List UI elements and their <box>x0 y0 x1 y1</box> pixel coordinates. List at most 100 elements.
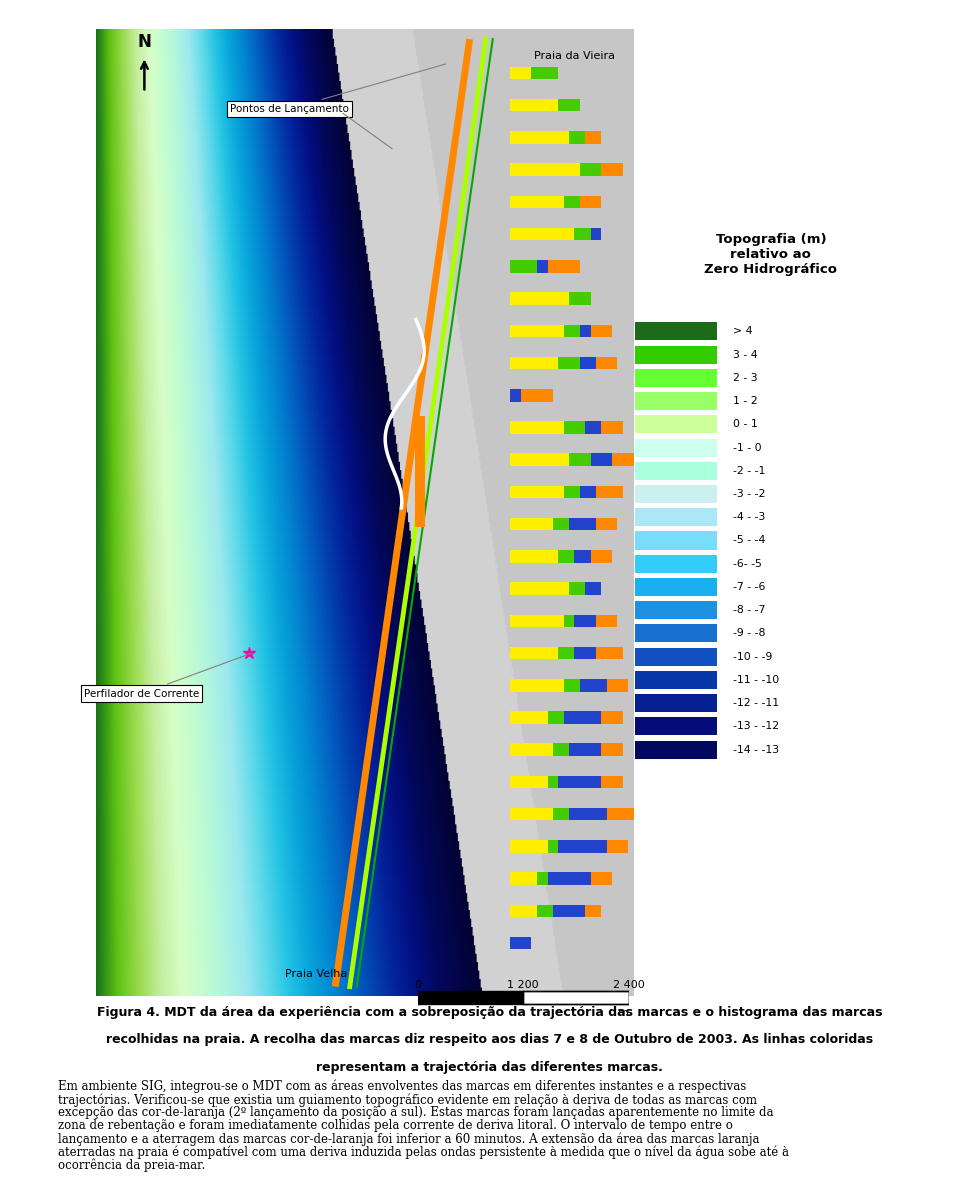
Bar <box>510 454 569 466</box>
Bar <box>590 324 612 337</box>
Bar <box>510 744 553 756</box>
Bar <box>601 421 623 434</box>
Bar <box>580 164 601 176</box>
Bar <box>580 357 596 369</box>
Bar <box>547 711 564 724</box>
Bar <box>635 625 717 643</box>
Bar <box>510 518 553 531</box>
Bar <box>574 614 596 627</box>
Bar <box>547 841 559 852</box>
Bar <box>601 711 623 724</box>
Bar <box>586 904 601 917</box>
Bar <box>635 578 717 597</box>
Bar <box>510 776 547 789</box>
Text: Praia da Vieira: Praia da Vieira <box>534 51 615 61</box>
Text: Pontos de Lançamento: Pontos de Lançamento <box>230 64 445 113</box>
Bar <box>586 131 601 144</box>
Bar <box>510 614 564 627</box>
Text: 2 - 3: 2 - 3 <box>732 373 757 383</box>
Text: -6- -5: -6- -5 <box>732 559 761 568</box>
Bar <box>601 164 623 176</box>
Bar <box>635 508 717 526</box>
Bar <box>574 228 590 241</box>
Bar <box>569 292 590 305</box>
Bar <box>523 992 629 1003</box>
Bar <box>547 776 559 789</box>
Bar <box>564 679 580 692</box>
Bar <box>547 261 580 272</box>
Bar <box>418 992 523 1003</box>
Bar <box>559 551 574 562</box>
Text: -4 - -3: -4 - -3 <box>732 512 765 522</box>
Bar <box>564 324 580 337</box>
Bar <box>635 601 717 619</box>
Bar <box>596 518 617 531</box>
Bar <box>520 389 553 402</box>
Text: -2 - -1: -2 - -1 <box>732 466 765 476</box>
Text: trajectórias. Verificou-se que existia um guiamento topográfico evidente em rela: trajectórias. Verificou-se que existia u… <box>58 1093 756 1107</box>
Text: 3 - 4: 3 - 4 <box>732 350 757 360</box>
Bar <box>635 393 717 410</box>
Bar <box>416 416 425 527</box>
Bar <box>510 904 537 917</box>
Text: -14 - -13: -14 - -13 <box>732 745 779 755</box>
Bar <box>537 904 553 917</box>
Bar <box>580 196 601 209</box>
Bar <box>537 261 547 272</box>
Bar <box>510 647 559 659</box>
Bar <box>580 324 590 337</box>
Text: representam a trajectória das diferentes marcas.: representam a trajectória das diferentes… <box>316 1061 663 1074</box>
Bar <box>553 744 569 756</box>
Bar <box>635 439 717 456</box>
Bar <box>635 554 717 573</box>
Bar <box>569 518 596 531</box>
Text: Praia Velha: Praia Velha <box>285 969 348 979</box>
Bar <box>574 551 590 562</box>
Bar <box>510 582 569 595</box>
Bar <box>635 415 717 434</box>
Bar <box>569 744 601 756</box>
Text: -9 - -8: -9 - -8 <box>732 628 765 638</box>
Text: -11 - -10: -11 - -10 <box>732 674 780 685</box>
Bar <box>586 582 601 595</box>
Text: -7 - -6: -7 - -6 <box>732 582 765 592</box>
Bar <box>607 679 628 692</box>
Bar <box>590 872 612 885</box>
Bar <box>596 647 623 659</box>
Text: aterradas na praia é compatível com uma deriva induzida pelas ondas persistente : aterradas na praia é compatível com uma … <box>58 1145 788 1159</box>
Bar <box>510 711 547 724</box>
Bar <box>559 357 580 369</box>
Bar <box>547 872 590 885</box>
Bar <box>564 486 580 499</box>
Bar <box>559 647 574 659</box>
Bar <box>553 518 569 531</box>
Bar <box>580 486 596 499</box>
Bar <box>596 357 617 369</box>
Bar <box>601 744 623 756</box>
Text: m: m <box>618 1008 629 1017</box>
Text: 0: 0 <box>414 980 421 990</box>
Bar <box>574 647 596 659</box>
Bar <box>510 937 532 949</box>
Bar <box>553 808 569 821</box>
Bar <box>635 369 717 387</box>
Bar <box>510 164 580 176</box>
Bar <box>510 99 559 112</box>
Bar <box>635 671 717 689</box>
Text: Perfilador de Corrente: Perfilador de Corrente <box>84 653 252 698</box>
Bar <box>559 776 601 789</box>
Bar <box>564 614 574 627</box>
Text: -8 - -7: -8 - -7 <box>732 605 765 615</box>
Text: 0 - 1: 0 - 1 <box>732 420 757 429</box>
Bar <box>580 679 607 692</box>
Bar <box>510 808 553 821</box>
Bar <box>564 196 580 209</box>
Bar <box>510 872 537 885</box>
Text: -13 - -12: -13 - -12 <box>732 722 779 731</box>
Bar <box>510 486 564 499</box>
Text: Em ambiente SIG, integrou-se o MDT com as áreas envolventes das marcas em difere: Em ambiente SIG, integrou-se o MDT com a… <box>58 1080 746 1093</box>
Bar <box>569 582 586 595</box>
Text: ocorrência da preia-mar.: ocorrência da preia-mar. <box>58 1158 204 1172</box>
Bar <box>564 421 586 434</box>
Bar <box>607 808 634 821</box>
